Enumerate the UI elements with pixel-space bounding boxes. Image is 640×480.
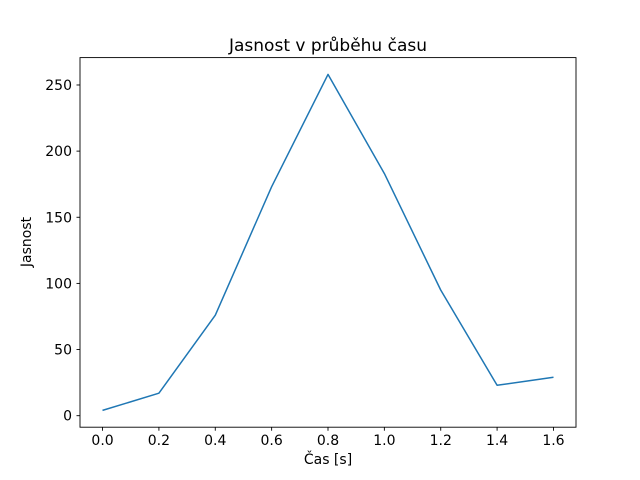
x-tick-label: 1.4 — [486, 433, 508, 449]
line-series — [102, 73, 554, 412]
y-tick-label: 100 — [45, 276, 72, 292]
plot-area — [79, 57, 577, 428]
x-tick-label: 0.0 — [91, 433, 113, 449]
x-tick-label: 1.6 — [542, 433, 564, 449]
x-tick-label: 0.2 — [148, 433, 170, 449]
y-tick-label: 250 — [45, 78, 72, 94]
y-axis-label: Jasnost — [19, 216, 35, 268]
x-tick-label: 1.0 — [373, 433, 395, 449]
x-tick-label: 0.4 — [204, 433, 226, 449]
y-tick-label: 200 — [45, 144, 72, 160]
x-tick-label: 1.2 — [430, 433, 452, 449]
y-tick-label: 50 — [54, 343, 72, 359]
x-axis-label: Čas [s] — [303, 452, 353, 468]
x-tick-label: 0.8 — [317, 433, 339, 449]
y-tick-label: 0 — [63, 409, 72, 425]
chart-title: Jasnost v průběhu času — [228, 36, 428, 56]
x-tick-label: 0.6 — [261, 433, 283, 449]
y-tick-label: 150 — [45, 210, 72, 226]
